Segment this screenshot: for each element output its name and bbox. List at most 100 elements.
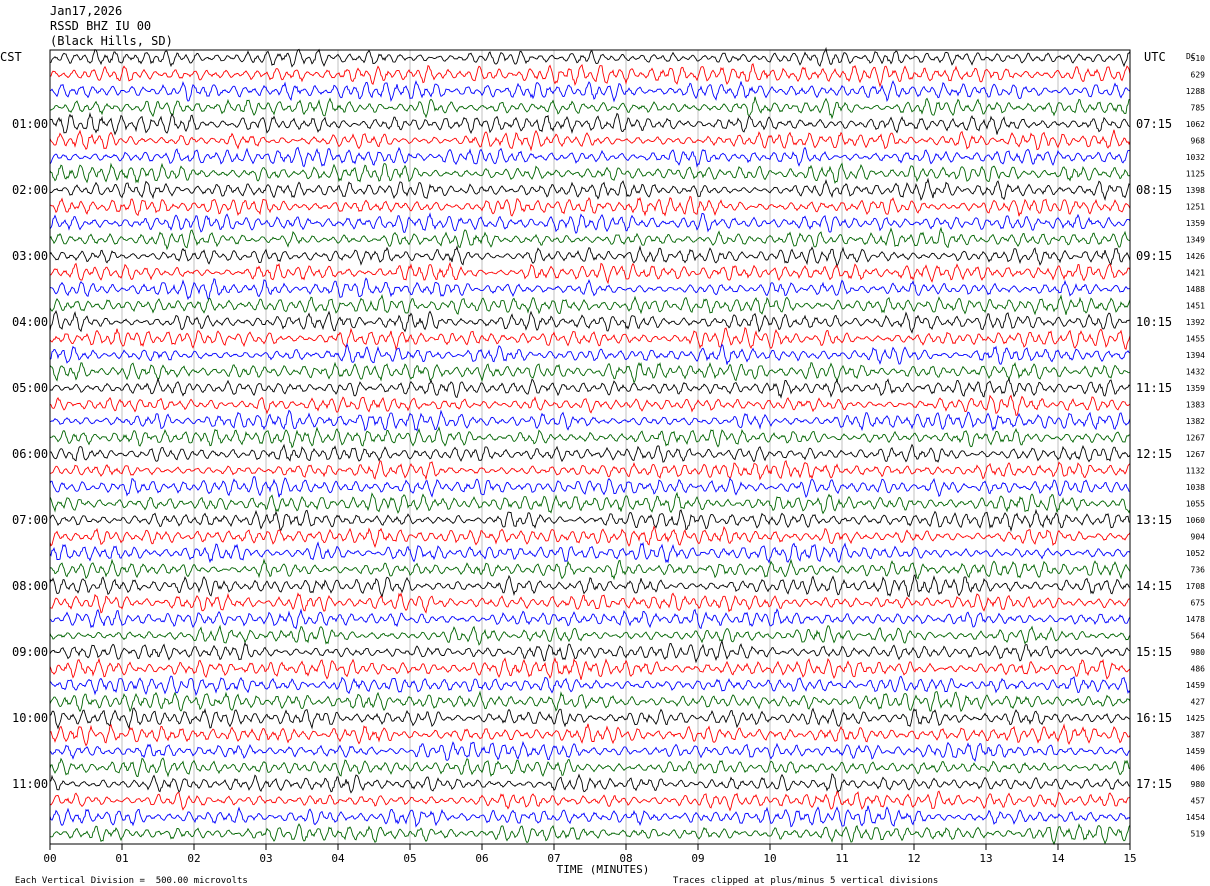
right-time-label: 17:15 (1136, 777, 1172, 791)
trace-6 (49, 129, 1131, 152)
dc-offset-label: 519 (1191, 830, 1206, 839)
x-tick-label-01: 01 (115, 852, 128, 865)
trace-19 (49, 342, 1131, 365)
plot-date: Jan17,2026 (50, 4, 123, 18)
dc-offset-label: 968 (1191, 137, 1206, 146)
plot-frame (49, 49, 1131, 845)
trace-16 (49, 294, 1131, 316)
left-axis-label: CST (0, 50, 22, 64)
dc-offset-label: 1267 (1186, 434, 1205, 443)
dc-offset-label: 1478 (1186, 615, 1205, 624)
trace-29 (49, 508, 1131, 533)
dc-offset-label: 1125 (1186, 170, 1205, 179)
dc-offset-label: 736 (1191, 566, 1206, 575)
clip-note: Traces clipped at plus/minus 5 vertical … (662, 866, 939, 886)
x-tick-label-08: 08 (619, 852, 632, 865)
trace-39 (49, 675, 1131, 697)
station-id: RSSD BHZ IU 00 (50, 19, 152, 33)
dc-offset-label: 1454 (1186, 813, 1205, 822)
dc-offset-label: 510 (1191, 54, 1206, 63)
trace-48 (49, 823, 1131, 846)
trace-2 (49, 63, 1131, 88)
trace-23 (49, 409, 1131, 432)
trace-24 (49, 426, 1130, 449)
x-tick-label-03: 03 (259, 852, 272, 865)
dc-offset-label: 675 (1191, 599, 1206, 608)
right-axis-label: UTC (1144, 50, 1166, 64)
dc-offset-label: 904 (1191, 533, 1206, 542)
dc-offset-label: 486 (1191, 665, 1206, 674)
trace-34 (49, 592, 1131, 614)
dc-offset-labels: 510 629 1288 785 1062 968 1032 1125 1398 1251 1359… (1186, 54, 1205, 839)
trace-32 (49, 558, 1131, 581)
trace-37 (49, 639, 1131, 664)
dc-offset-label: 457 (1191, 797, 1206, 806)
left-time-label: 08:00 (12, 579, 48, 593)
x-tick-label-00: 00 (43, 852, 56, 865)
dc-offset-label: 427 (1191, 698, 1206, 707)
trace-8 (49, 162, 1131, 184)
trace-15 (49, 277, 1131, 301)
dc-offset-label: 1349 (1186, 236, 1205, 245)
dc-offset-label: 1421 (1186, 269, 1205, 278)
trace-31 (49, 541, 1131, 564)
left-time-label: 11:00 (12, 777, 48, 791)
left-time-label: 09:00 (12, 645, 48, 659)
trace-27 (49, 476, 1131, 499)
dc-offset-label: 1251 (1186, 203, 1205, 212)
trace-18 (49, 326, 1131, 351)
dc-offset-label: 1062 (1186, 120, 1205, 129)
trace-44 (49, 757, 1131, 778)
left-time-label: 06:00 (12, 447, 48, 461)
dc-offset-label: 1459 (1186, 747, 1205, 756)
right-time-label: 13:15 (1136, 513, 1172, 527)
dc-offset-label: 1132 (1186, 467, 1205, 476)
trace-20 (49, 361, 1131, 384)
dc-offset-label: 1288 (1186, 87, 1205, 96)
right-time-label: 15:15 (1136, 645, 1172, 659)
right-time-label: 10:15 (1136, 315, 1172, 329)
trace-47 (49, 805, 1131, 828)
x-tick-label-10: 10 (763, 852, 776, 865)
right-time-label: 08:15 (1136, 183, 1172, 197)
dc-offset-label: 629 (1191, 71, 1206, 80)
x-tick-label-02: 02 (187, 852, 200, 865)
dc-offset-label: 1459 (1186, 681, 1205, 690)
trace-7 (49, 146, 1131, 168)
trace-28 (49, 491, 1131, 515)
trace-38 (49, 657, 1131, 680)
left-time-label: 03:00 (12, 249, 48, 263)
x-tick-label-09: 09 (691, 852, 704, 865)
seismic-traces (49, 46, 1131, 846)
dc-offset-label: 1392 (1186, 318, 1205, 327)
trace-30 (49, 525, 1131, 549)
left-time-label: 02:00 (12, 183, 48, 197)
dc-offset-label: 1426 (1186, 252, 1205, 261)
dc-offset-label: 564 (1191, 632, 1206, 641)
dc-offset-label: 1455 (1186, 335, 1205, 344)
trace-17 (49, 310, 1131, 334)
left-time-label: 07:00 (12, 513, 48, 527)
trace-9 (49, 177, 1131, 201)
trace-1 (49, 46, 1131, 68)
right-time-labels: 07:15 08:15 09:15 10:15 11:15 12:15 13:15 14:15… (1136, 117, 1172, 791)
dc-offset-label: 785 (1191, 104, 1206, 113)
left-time-label: 10:00 (12, 711, 48, 725)
right-time-label: 12:15 (1136, 447, 1172, 461)
x-tick-label-15: 15 (1123, 852, 1136, 865)
dc-offset-label: 1052 (1186, 549, 1205, 558)
right-time-label: 14:15 (1136, 579, 1172, 593)
trace-40 (49, 690, 1131, 713)
trace-43 (49, 740, 1131, 762)
x-tick-label-13: 13 (979, 852, 992, 865)
station-location: (Black Hills, SD) (50, 34, 173, 48)
trace-41 (49, 707, 1131, 730)
trace-46 (49, 790, 1131, 812)
x-tick-label-14: 14 (1051, 852, 1065, 865)
left-time-label: 04:00 (12, 315, 48, 329)
dc-offset-label: 1359 (1186, 219, 1205, 228)
x-tick-label-11: 11 (835, 852, 848, 865)
dc-offset-label: 1394 (1186, 351, 1205, 360)
dc-offset-label: 1359 (1186, 384, 1205, 393)
